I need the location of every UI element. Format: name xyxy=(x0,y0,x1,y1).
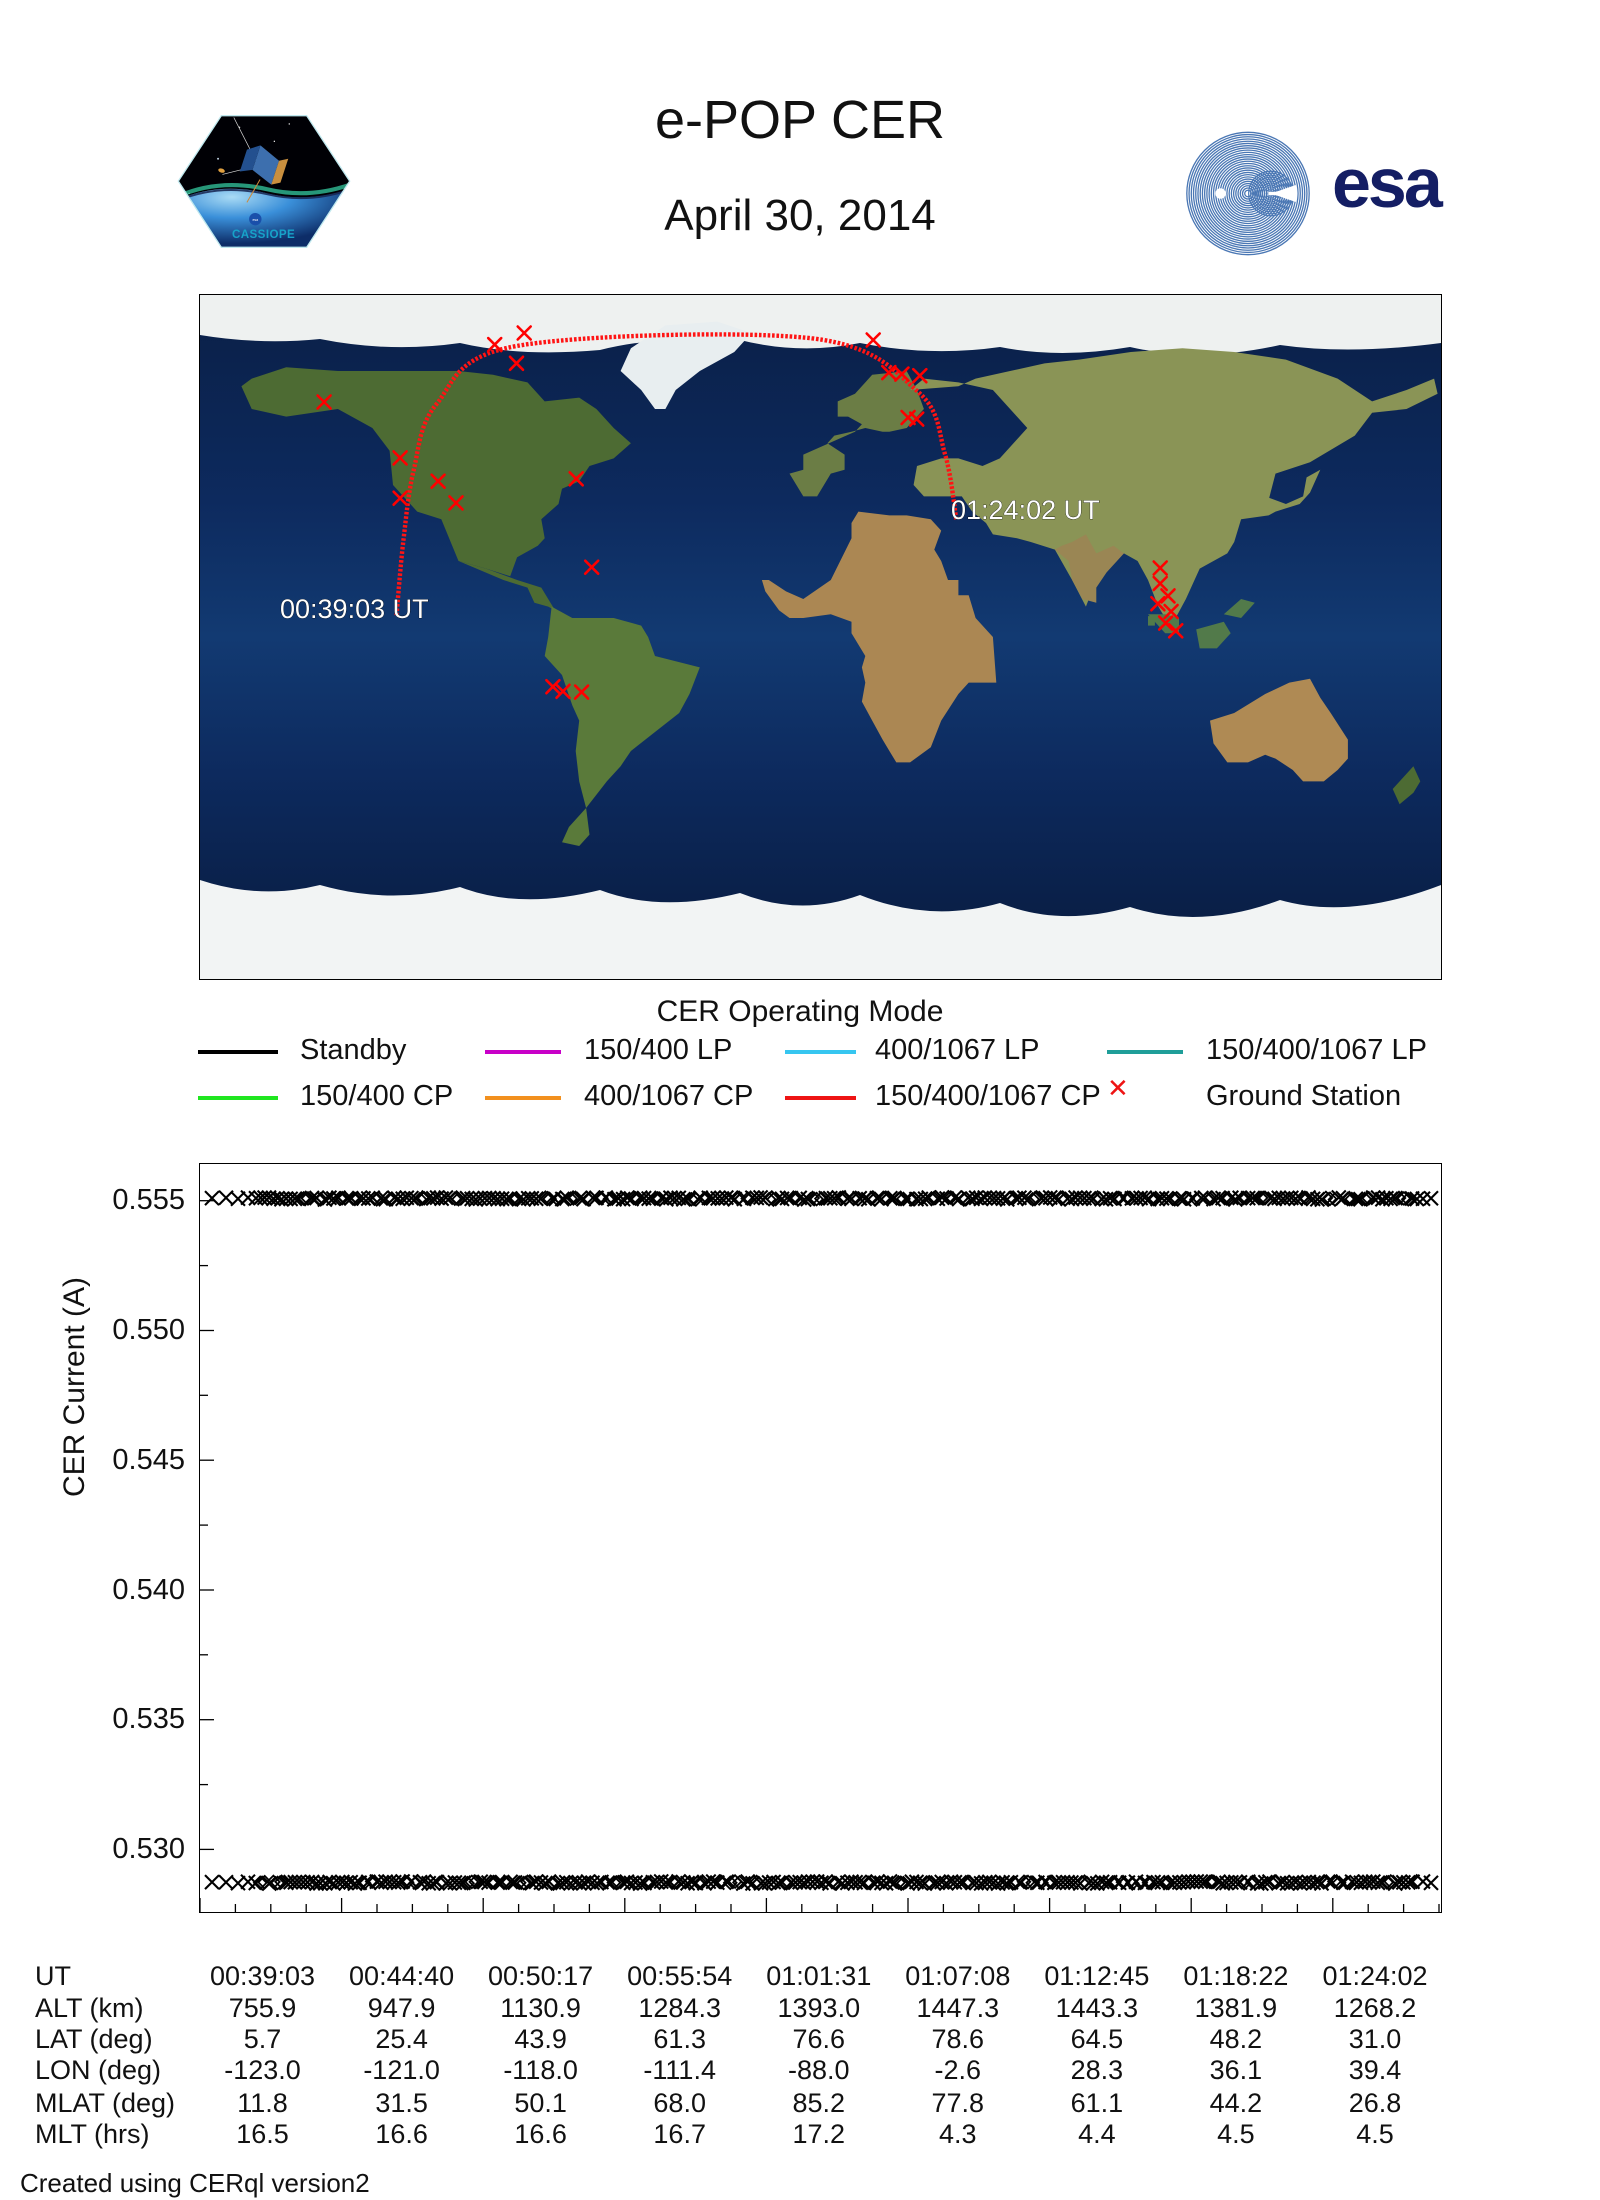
svg-text:00:39:03 UT: 00:39:03 UT xyxy=(280,594,429,624)
svg-text:01:24:02 UT: 01:24:02 UT xyxy=(951,495,1100,525)
